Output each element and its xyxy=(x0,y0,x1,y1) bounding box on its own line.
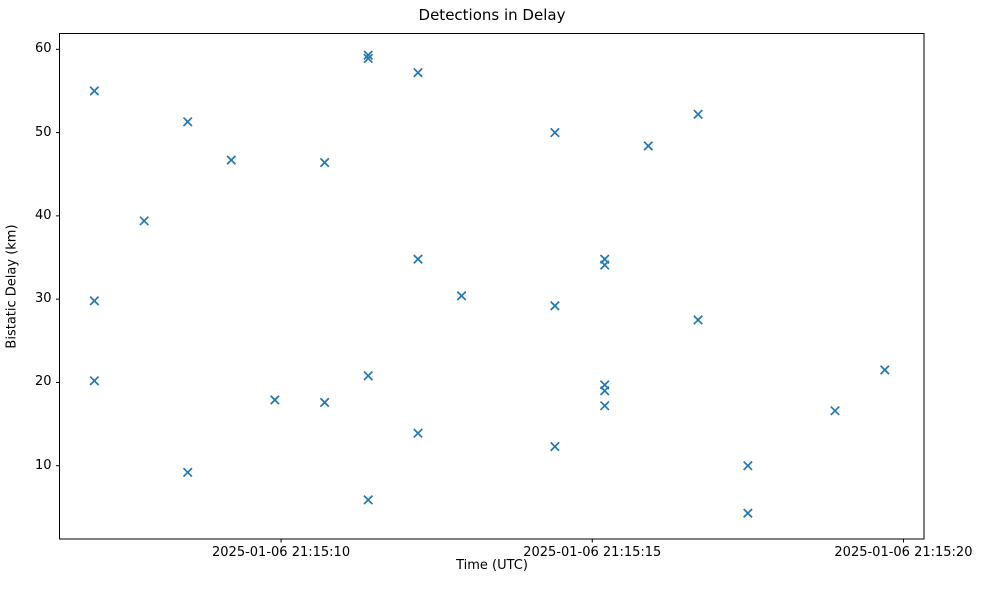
x-tick-label: 2025-01-06 21:15:20 xyxy=(834,545,973,560)
scatter-point xyxy=(182,467,193,478)
scatter-point xyxy=(270,395,280,405)
scatter-point xyxy=(319,157,330,168)
scatter-point xyxy=(456,291,467,301)
scatter-point xyxy=(693,109,703,120)
y-tick-label: 50 xyxy=(34,124,52,140)
scatter-point xyxy=(363,370,374,381)
y-tick-label: 20 xyxy=(34,374,52,390)
x-axis-label: Time (UTC) xyxy=(456,558,528,573)
scatter-point xyxy=(743,460,753,471)
scatter-point xyxy=(830,405,840,416)
chart-title: Detections in Delay xyxy=(418,6,566,24)
scatter-point xyxy=(89,296,100,306)
scatter-point xyxy=(139,216,149,226)
x-tick-label: 2025-01-06 21:15:10 xyxy=(212,545,351,560)
scatter-point xyxy=(413,254,423,264)
scatter-point xyxy=(879,365,890,375)
scatter-point xyxy=(743,508,753,518)
scatter-point xyxy=(599,385,610,396)
scatter-point xyxy=(413,428,423,439)
scatter-point xyxy=(363,53,374,64)
scatter-point xyxy=(319,397,330,408)
scatter-point xyxy=(643,141,654,151)
scatter-point xyxy=(413,67,423,78)
x-tick-label: 2025-01-06 21:15:15 xyxy=(523,545,662,560)
scatter-point xyxy=(363,495,374,505)
y-tick-label: 10 xyxy=(34,457,52,473)
scatter-point xyxy=(89,86,100,96)
scatter-point xyxy=(89,375,100,386)
scatter-point xyxy=(693,315,703,325)
y-tick-label: 30 xyxy=(34,291,52,307)
y-tick-label: 60 xyxy=(34,41,52,57)
scatter-point xyxy=(599,400,610,411)
scatter-point xyxy=(182,116,193,127)
scatter-point xyxy=(363,50,374,60)
scatter-point xyxy=(550,301,560,311)
scatter-point xyxy=(226,155,237,165)
axes-spines xyxy=(59,33,925,540)
y-tick-label: 40 xyxy=(34,207,52,223)
scatter-point xyxy=(599,260,610,270)
scatter-point xyxy=(550,441,560,452)
scatter-point xyxy=(550,127,560,138)
